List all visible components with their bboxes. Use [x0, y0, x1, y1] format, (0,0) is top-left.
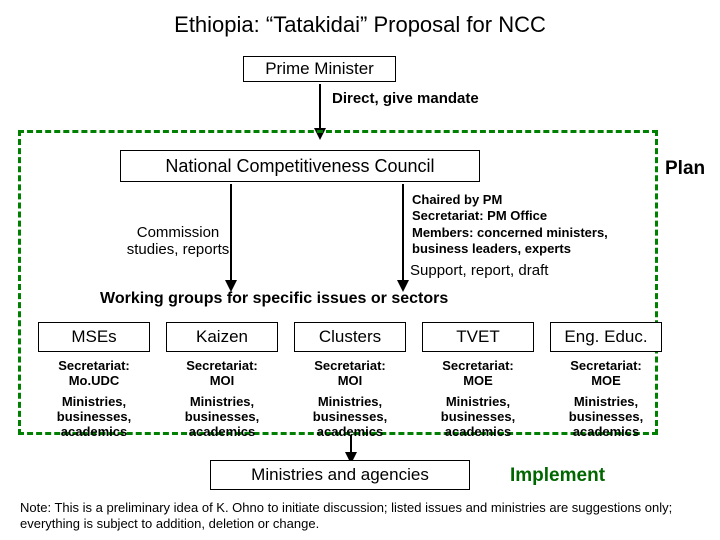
direct-mandate-label: Direct, give mandate	[332, 90, 479, 107]
working-group-column: Eng. Educ. Secretariat: MOE Ministries, bu…	[550, 322, 662, 439]
working-group-members: Ministries, businesses, academics	[422, 394, 534, 439]
note-text: Note: This is a preliminary idea of K. O…	[20, 500, 700, 533]
ncc-box: National Competitiveness Council	[120, 150, 480, 182]
working-group-members: Ministries, businesses, academics	[550, 394, 662, 439]
working-group-secretariat: Secretariat: MOE	[422, 358, 534, 388]
commission-label: Commission studies, reports	[108, 224, 248, 258]
prime-minister-label: Prime Minister	[265, 59, 374, 79]
support-label: Support, report, draft	[410, 262, 548, 279]
working-group-members: Ministries, businesses, academics	[38, 394, 150, 439]
working-group-members: Ministries, businesses, academics	[166, 394, 278, 439]
ministries-box: Ministries and agencies	[210, 460, 470, 490]
prime-minister-box: Prime Minister	[243, 56, 396, 82]
working-group-name-box: Kaizen	[166, 322, 278, 352]
working-group-name-box: MSEs	[38, 322, 150, 352]
working-group-secretariat: Secretariat: Mo.UDC	[38, 358, 150, 388]
ministries-label: Ministries and agencies	[251, 465, 429, 485]
working-group-column: MSEs Secretariat: Mo.UDC Ministries, busin…	[38, 322, 150, 439]
arrow-line-pm-ncc	[319, 84, 321, 128]
working-group-name-box: Eng. Educ.	[550, 322, 662, 352]
working-group-secretariat: Secretariat: MOE	[550, 358, 662, 388]
working-group-column: Clusters Secretariat: MOI Ministries, busi…	[294, 322, 406, 439]
page-title: Ethiopia: “Tatakidai” Proposal for NCC	[0, 0, 720, 44]
working-groups-header: Working groups for specific issues or se…	[100, 290, 448, 308]
working-group-column: TVET Secretariat: MOE Ministries, business…	[422, 322, 534, 439]
arrow-line-wg-min	[350, 435, 352, 453]
working-group-secretariat: Secretariat: MOI	[294, 358, 406, 388]
working-group-secretariat: Secretariat: MOI	[166, 358, 278, 388]
working-group-members: Ministries, businesses, academics	[294, 394, 406, 439]
plan-label: Plan	[665, 158, 705, 180]
working-group-name-box: Clusters	[294, 322, 406, 352]
working-group-name-box: TVET	[422, 322, 534, 352]
arrow-line-ncc-wg-right	[402, 184, 404, 280]
chaired-label: Chaired by PM Secretariat: PM Office Mem…	[412, 192, 652, 257]
implement-label: Implement	[510, 465, 605, 487]
ncc-label: National Competitiveness Council	[165, 156, 434, 177]
working-group-column: Kaizen Secretariat: MOI Ministries, busine…	[166, 322, 278, 439]
